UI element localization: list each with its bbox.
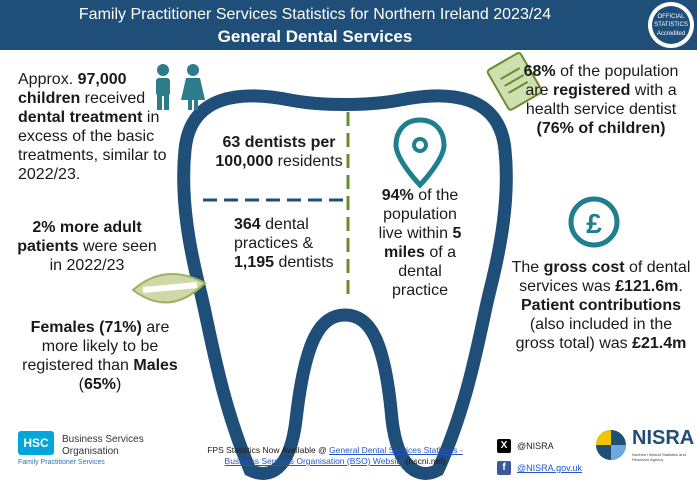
smile-teeth-icon	[131, 273, 207, 304]
adult-patients-text: 2% more adult patients were seen in 2022…	[17, 219, 157, 274]
pound-coin-icon: £	[568, 196, 620, 248]
x-logo-icon[interactable]: X	[497, 439, 511, 453]
tooth-outline	[177, 89, 513, 480]
dental-practices-text: 364 dental practices & 1,195 dentists	[234, 216, 334, 271]
location-pin-icon	[393, 117, 447, 189]
svg-text:£: £	[586, 208, 602, 239]
clipboard-icon	[486, 52, 543, 111]
footer-availability-text: FPS Statistics Now Available @ General D…	[207, 445, 463, 466]
child-figures-icon	[156, 64, 205, 110]
gross-cost-text: The gross cost of dental services was £1…	[511, 259, 691, 352]
gender-registration-text: Females (71%) are more likely to be regi…	[22, 319, 178, 393]
nisra-subtitle: Northern Ireland Statistics and Research…	[632, 452, 686, 462]
bso-name: Business Services Organisation	[62, 434, 144, 457]
hsc-logo: HSC	[18, 431, 54, 455]
facebook-icon[interactable]: f	[497, 461, 511, 475]
bso-tagline: Family Practitioner Services	[18, 459, 105, 466]
nisra-globe-icon	[596, 430, 626, 460]
page-subtitle: General Dental Services	[217, 27, 413, 46]
x-handle[interactable]: @NISRA	[517, 441, 554, 451]
children-treatment-text: Approx. 97,000 children received dental …	[18, 71, 167, 183]
facebook-handle[interactable]: @NISRA.gov.uk	[517, 463, 582, 473]
bso-website-link[interactable]: General Dental Services Statistics - Bus…	[224, 445, 463, 466]
nisra-logo: NISRA	[632, 427, 695, 449]
distance-to-practice-text: 94% of the population live within 5 mile…	[378, 187, 462, 299]
dentists-per-population-text: 63 dentists per 100,000 residents	[215, 134, 343, 170]
accredited-badge-icon: OFFICIAL STATISTICS Accredited	[648, 2, 694, 48]
registered-population-text: 68% of the population are registered wit…	[523, 63, 679, 137]
header-banner: Family Practitioner Services Statistics …	[0, 0, 697, 50]
page-title: Family Practitioner Services Statistics …	[78, 6, 552, 23]
